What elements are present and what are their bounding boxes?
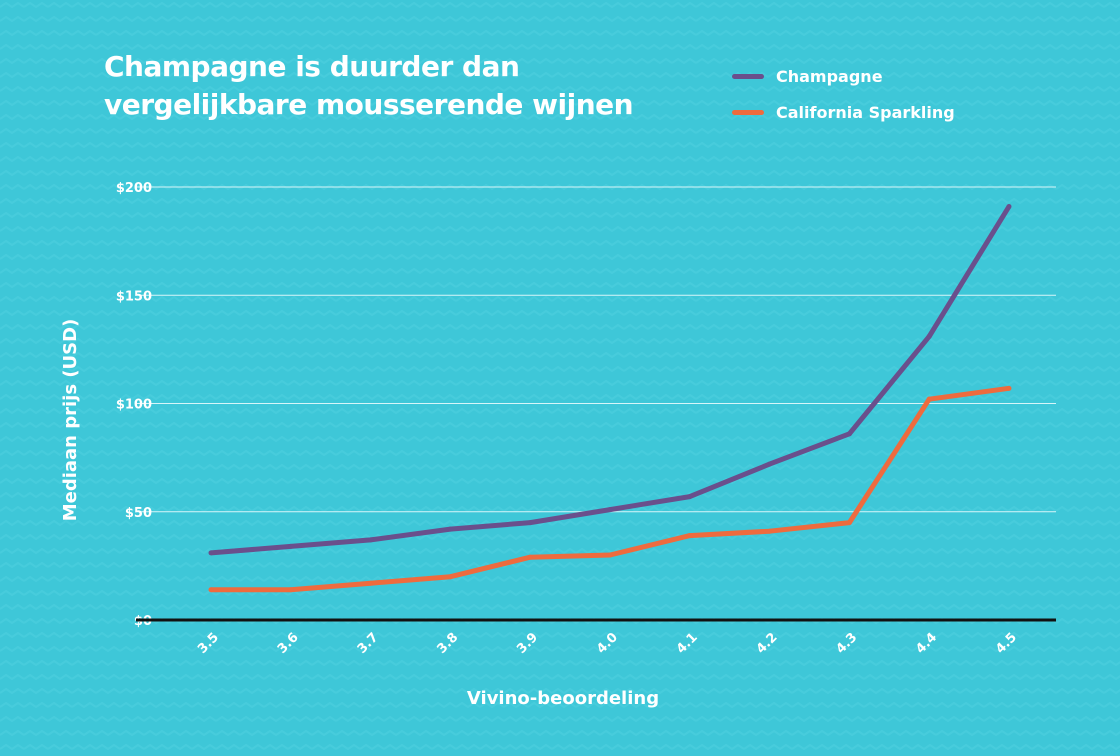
x-tick-label: 4.5 (993, 630, 1020, 657)
legend-item: Champagne (732, 58, 955, 94)
data-point (208, 587, 214, 593)
y-tick-label: $150 (116, 289, 152, 304)
data-point (767, 461, 773, 467)
data-point (1006, 385, 1012, 391)
data-point (767, 528, 773, 534)
data-point (527, 520, 533, 526)
chart-title: Champagne is duurder dan vergelijkbare m… (104, 50, 634, 121)
x-tick-label: 4.3 (833, 630, 860, 657)
x-tick-label: 4.2 (754, 630, 781, 657)
data-point (687, 494, 693, 500)
y-tick-label: $200 (116, 181, 152, 196)
data-point (687, 533, 693, 539)
x-tick-label: 4.1 (674, 630, 701, 657)
data-point (607, 552, 613, 558)
data-point (926, 333, 932, 339)
data-point (527, 554, 533, 560)
data-point (846, 520, 852, 526)
data-point (1006, 203, 1012, 209)
x-tick-label: 4.4 (913, 630, 940, 657)
data-point (926, 396, 932, 402)
x-tick-label: 3.8 (434, 630, 461, 657)
x-axis-title: Vivino-beoordeling (467, 688, 659, 709)
data-point (288, 543, 294, 549)
series-line-california-sparkling (211, 385, 1010, 593)
x-tick-label: 3.6 (275, 630, 302, 657)
y-axis-title: Mediaan prijs (USD) (60, 319, 81, 522)
x-tick-label: 3.9 (514, 630, 541, 657)
data-point (607, 507, 613, 513)
legend: Champagne California Sparkling (732, 58, 955, 130)
data-point (288, 587, 294, 593)
x-tick-label: 4.0 (594, 630, 621, 657)
data-point (208, 550, 214, 556)
data-point (447, 574, 453, 580)
data-point (846, 431, 852, 437)
y-tick-label: $50 (125, 506, 152, 521)
data-point (368, 537, 374, 543)
x-tick-label: 3.5 (195, 630, 222, 657)
legend-item: California Sparkling (732, 94, 955, 130)
y-tick-label: $100 (116, 398, 152, 413)
x-tick-label: 3.7 (355, 630, 382, 657)
data-point (368, 580, 374, 586)
legend-label: Champagne (776, 66, 883, 86)
legend-swatch (732, 109, 764, 115)
data-point (447, 526, 453, 532)
legend-swatch (732, 73, 764, 79)
legend-label: California Sparkling (776, 102, 955, 122)
series-line-champagne (210, 205, 1012, 556)
